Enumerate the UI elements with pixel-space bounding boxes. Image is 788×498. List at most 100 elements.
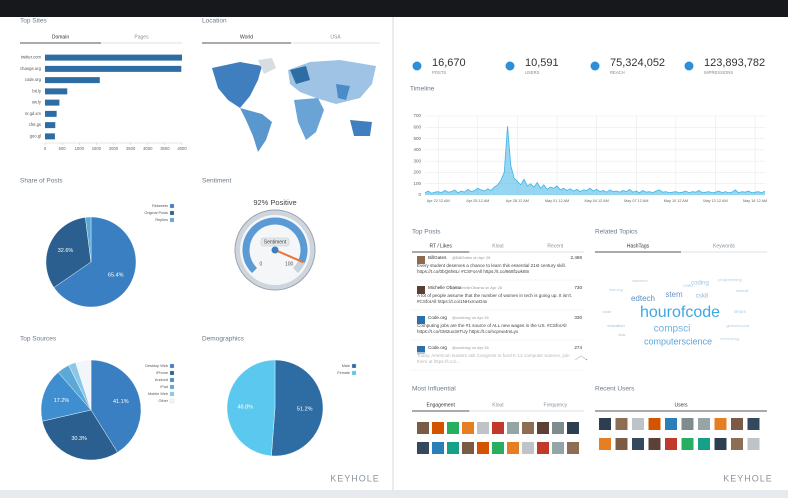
topic-word[interactable]: csk8 <box>696 294 709 300</box>
topic-word[interactable]: education <box>607 323 624 328</box>
user-avatar[interactable] <box>731 418 743 430</box>
world-map <box>212 58 376 152</box>
legend-swatch <box>169 363 175 369</box>
topic-word[interactable]: kids <box>618 332 625 337</box>
y-tick-label: goo.gl <box>30 133 41 138</box>
user-avatar[interactable] <box>462 422 474 434</box>
map-region <box>336 84 350 100</box>
tab[interactable]: Engagement <box>426 402 455 408</box>
topic-word[interactable]: hourofcode <box>640 304 720 321</box>
legend-label: Male <box>342 364 350 368</box>
user-avatar[interactable] <box>522 422 534 434</box>
stat-icon <box>505 61 515 71</box>
x-tick-label: Apr 28 12 AM <box>506 199 529 203</box>
topic-word[interactable]: compsci <box>654 324 691 335</box>
tab[interactable]: Klout <box>492 402 504 408</box>
user-avatar[interactable] <box>714 418 727 430</box>
user-avatar[interactable] <box>599 418 611 430</box>
bar <box>45 99 60 106</box>
line <box>424 126 766 194</box>
gauge-band <box>242 217 308 273</box>
data-label: 32.6% <box>58 248 74 254</box>
post-handle: @MichelleObama on Apr 26 <box>452 285 503 290</box>
user-avatar[interactable] <box>648 438 661 450</box>
tab[interactable]: HashTags <box>627 243 650 249</box>
topic-word[interactable]: coding <box>691 281 709 287</box>
map-region <box>212 62 262 108</box>
user-avatar[interactable] <box>714 438 727 450</box>
topic-word[interactable]: programming <box>718 277 742 282</box>
user-avatar[interactable] <box>507 442 519 454</box>
user-avatar[interactable] <box>477 422 489 434</box>
user-avatar[interactable] <box>747 418 760 430</box>
user-avatar[interactable] <box>615 418 628 430</box>
topic-word[interactable]: steam <box>734 309 747 314</box>
tab[interactable]: Users <box>674 402 688 408</box>
user-avatar[interactable] <box>747 438 760 450</box>
tab[interactable]: Frequency <box>544 402 568 408</box>
tab[interactable]: World <box>240 34 253 40</box>
tab[interactable]: Klout <box>492 243 504 249</box>
legend-label: iPhone <box>156 371 168 375</box>
post-count: 274 <box>574 345 582 350</box>
y-tick-label: ow.ly <box>32 100 42 105</box>
topic-word[interactable]: csed <box>683 283 693 288</box>
user-avatar[interactable] <box>552 442 564 454</box>
user-avatar[interactable] <box>632 438 644 450</box>
topic-word[interactable]: computerscience <box>644 336 712 346</box>
topic-word[interactable]: technology <box>720 336 739 341</box>
user-avatar[interactable] <box>615 438 628 450</box>
user-avatar[interactable] <box>648 418 661 430</box>
user-avatar[interactable] <box>681 418 694 430</box>
user-avatar[interactable] <box>599 438 611 450</box>
user-avatar[interactable] <box>432 442 444 454</box>
user-avatar[interactable] <box>522 442 534 454</box>
user-avatar[interactable] <box>552 422 564 434</box>
topic-word[interactable]: learning <box>609 287 623 292</box>
x-tick-label: May 10 12 AM <box>664 199 688 203</box>
legend-swatch <box>169 391 175 397</box>
tab[interactable]: Keywords <box>713 243 735 249</box>
user-avatar[interactable] <box>477 442 489 454</box>
post-text-box: A lot of people assume that the number o… <box>417 293 572 304</box>
user-avatar[interactable] <box>432 422 444 434</box>
user-avatar[interactable] <box>632 418 644 430</box>
tab[interactable]: RT / Likes <box>430 243 453 249</box>
topic-word[interactable]: teachers <box>632 278 647 283</box>
user-avatar[interactable] <box>698 418 710 430</box>
x-tick-label: May 01 12 AM <box>545 199 569 203</box>
topic-word[interactable]: code <box>603 309 612 314</box>
post-fade <box>410 352 586 366</box>
post-text-box: Computing jobs are the #1 source of ALL … <box>417 323 566 334</box>
x-tick-label: 1500 <box>92 146 102 151</box>
topic-word[interactable]: edtech <box>631 294 655 303</box>
user-avatar[interactable] <box>665 418 677 430</box>
x-tick-label: 3500 <box>160 146 170 151</box>
user-avatar[interactable] <box>567 442 579 454</box>
topic-word[interactable]: stem <box>665 290 683 299</box>
user-avatar[interactable] <box>447 442 459 454</box>
tab[interactable]: Pages <box>134 34 149 40</box>
user-avatar[interactable] <box>537 442 549 454</box>
tab[interactable]: Recent <box>547 243 563 249</box>
tab[interactable]: USA <box>330 34 341 40</box>
topic-word[interactable]: csforall <box>736 288 749 293</box>
user-avatar[interactable] <box>731 438 743 450</box>
user-avatar[interactable] <box>462 442 474 454</box>
post-handle: @codeorg on Apr 26 <box>452 315 490 320</box>
topic-word[interactable]: girlswhocode <box>726 323 750 328</box>
user-avatar[interactable] <box>665 438 677 450</box>
user-avatar[interactable] <box>447 422 459 434</box>
user-avatar[interactable] <box>417 442 429 454</box>
legend-label: Replies <box>155 218 168 222</box>
user-avatar[interactable] <box>417 422 429 434</box>
user-avatar[interactable] <box>698 438 710 450</box>
user-avatar[interactable] <box>537 422 549 434</box>
tab[interactable]: Domain <box>52 34 69 40</box>
user-avatar[interactable] <box>507 422 519 434</box>
user-avatar[interactable] <box>567 422 579 434</box>
post-name: Code.org <box>428 315 447 320</box>
user-avatar[interactable] <box>492 422 504 434</box>
user-avatar[interactable] <box>492 442 504 454</box>
user-avatar[interactable] <box>681 438 694 450</box>
